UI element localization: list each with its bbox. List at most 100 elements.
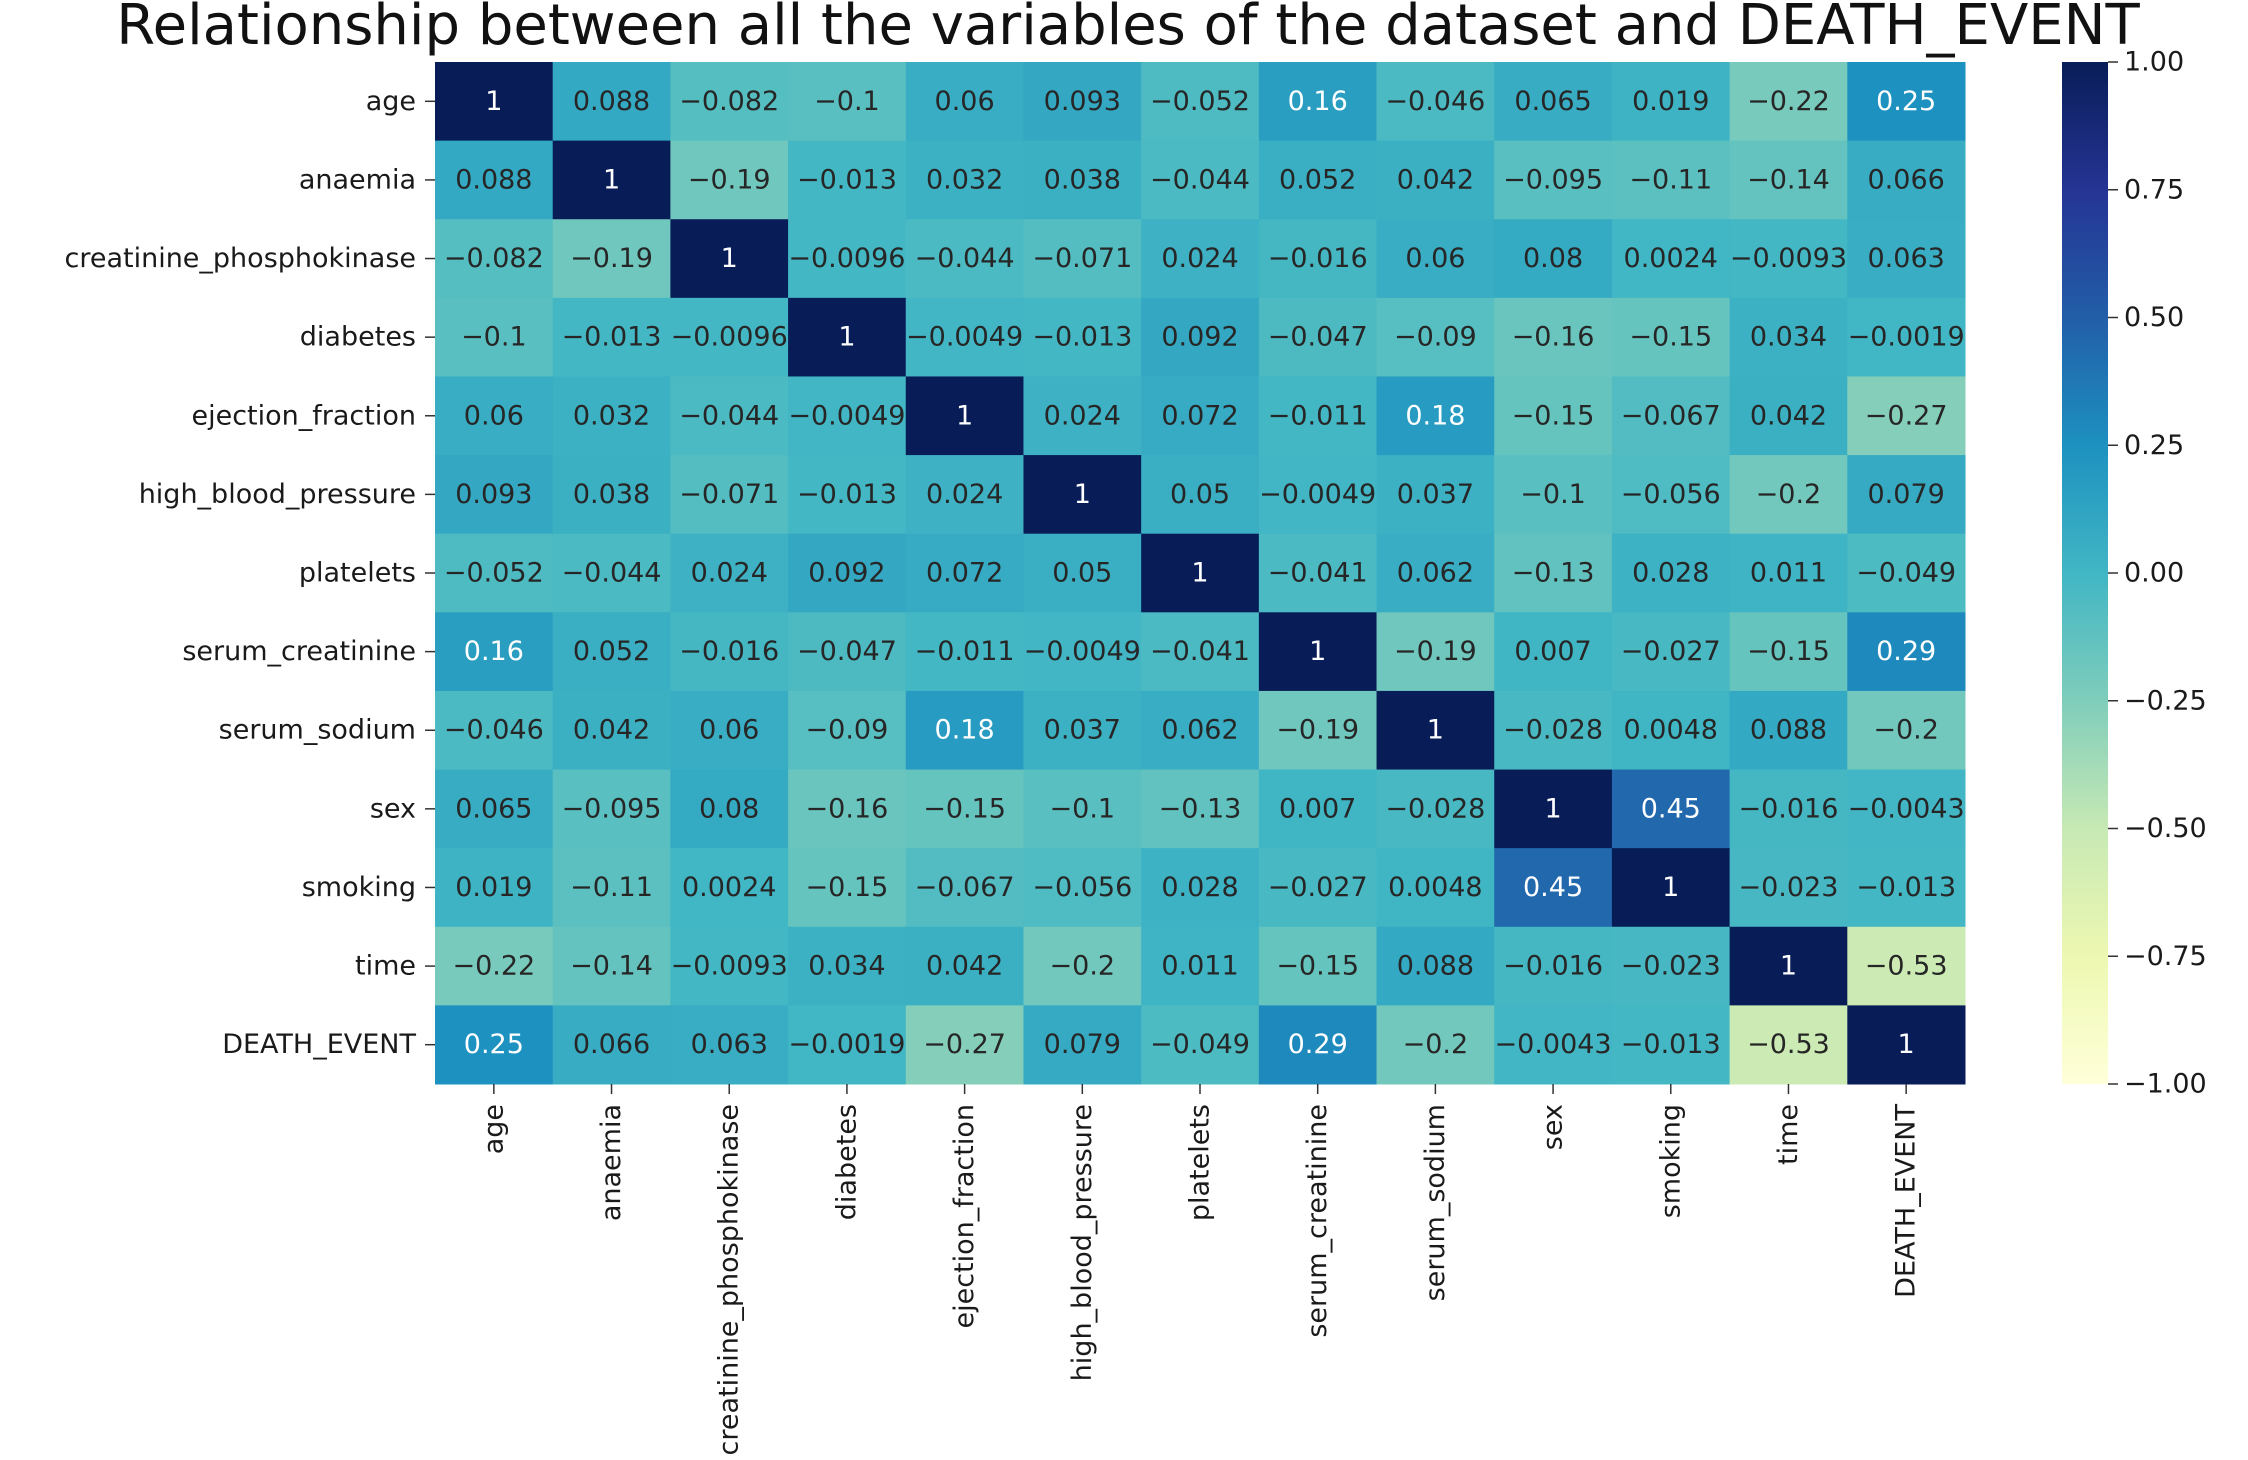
colorbar-tick-label: 0.00 <box>2124 558 2184 589</box>
heatmap-cell <box>552 769 671 849</box>
cell-value-label: 0.062 <box>1397 558 1474 589</box>
cell-value-label: 0.092 <box>808 558 885 589</box>
cell-value-label: 0.05 <box>1170 479 1230 510</box>
heatmap-cell <box>1023 455 1142 535</box>
cell-value-label: −0.19 <box>688 164 771 195</box>
row-tick-label: serum_creatinine <box>182 636 416 667</box>
cell-value-label: −0.013 <box>1621 1029 1721 1060</box>
cell-value-label: −0.016 <box>1268 243 1368 274</box>
heatmap-cell <box>1611 140 1731 220</box>
cell-value-label: −0.044 <box>1150 164 1250 195</box>
cell-value-label: 0.037 <box>1397 479 1474 510</box>
cell-value-label: −0.15 <box>1512 400 1595 431</box>
heatmap-cell <box>788 219 907 299</box>
cell-value-label: 0.0048 <box>1624 715 1718 746</box>
heatmap-cell <box>1376 769 1495 849</box>
heatmap-cell <box>1376 612 1495 692</box>
heatmap-cell <box>905 848 1024 928</box>
heatmap-cell <box>552 62 671 142</box>
cell-value-label: 0.011 <box>1161 951 1238 982</box>
heatmap-cell <box>1847 62 1966 142</box>
cell-value-label: 1 <box>1780 951 1797 982</box>
heatmap-cell <box>1258 297 1378 377</box>
heatmap-cell <box>1023 140 1142 220</box>
cell-value-label: −0.023 <box>1739 872 1839 903</box>
heatmap-cell <box>1611 690 1731 771</box>
column-tick-label: serum_sodium <box>1420 1104 1451 1301</box>
cell-value-label: −0.056 <box>1032 872 1132 903</box>
column-tick-label: age <box>478 1104 509 1154</box>
cell-value-label: 0.019 <box>1632 86 1709 117</box>
column-tick-label: smoking <box>1655 1104 1686 1218</box>
cell-value-label: −0.0093 <box>671 951 788 982</box>
cell-value-label: −0.16 <box>1512 322 1595 353</box>
heatmap-cell <box>552 533 671 613</box>
heatmap-cell <box>1023 297 1142 377</box>
cell-value-label: −0.013 <box>1856 872 1956 903</box>
heatmap-cell <box>1376 455 1495 535</box>
cell-value-label: −0.013 <box>797 164 897 195</box>
heatmap-cell <box>1023 612 1142 692</box>
heatmap-cell <box>670 297 789 377</box>
cell-value-label: −0.027 <box>1621 636 1721 667</box>
cell-value-label: −0.1 <box>1050 793 1116 824</box>
cell-value-label: −0.0049 <box>1024 636 1141 667</box>
heatmap-cell <box>670 455 789 535</box>
heatmap-cell <box>1494 533 1613 613</box>
row-tick-label: creatinine_phosphokinase <box>64 243 416 274</box>
heatmap-cell <box>1611 769 1731 849</box>
row-tick-label: anaemia <box>299 164 416 195</box>
cell-value-label: 0.45 <box>1523 872 1583 903</box>
heatmap-cell <box>788 769 907 849</box>
cell-value-label: 0.093 <box>455 479 532 510</box>
heatmap-cell <box>1141 1005 1260 1085</box>
cell-value-label: −0.19 <box>1394 636 1477 667</box>
heatmap-cell <box>1376 848 1495 928</box>
cell-value-label: 0.024 <box>926 479 1003 510</box>
heatmap-cell <box>1141 455 1260 535</box>
cell-value-label: 1 <box>1544 793 1561 824</box>
column-tick-label: diabetes <box>831 1104 862 1220</box>
cell-value-label: −0.2 <box>1756 479 1822 510</box>
heatmap-cell <box>1258 62 1378 142</box>
heatmap-cell <box>1729 297 1848 377</box>
cell-value-label: −0.0096 <box>788 243 905 274</box>
heatmap-cell <box>1494 926 1613 1006</box>
heatmap-cell <box>552 1005 671 1085</box>
heatmap-cell <box>1376 690 1495 771</box>
heatmap-cell <box>788 926 907 1006</box>
heatmap-cell <box>435 690 554 771</box>
colorbar-tick-label: −0.75 <box>2124 941 2207 972</box>
heatmap-cell <box>1847 612 1966 692</box>
cell-value-label: 0.0024 <box>1624 243 1718 274</box>
heatmap-cell <box>1729 848 1848 928</box>
heatmap-cell <box>1141 62 1260 142</box>
heatmap-cell <box>1611 533 1731 613</box>
heatmap-cell <box>1847 769 1966 849</box>
cell-value-label: 0.024 <box>1161 243 1238 274</box>
heatmap-cell <box>1494 62 1613 142</box>
heatmap-cell <box>1494 297 1613 377</box>
column-tick-label: serum_creatinine <box>1302 1104 1333 1338</box>
heatmap-cell <box>1376 297 1495 377</box>
heatmap-cell <box>1729 62 1848 142</box>
column-tick-label: sex <box>1538 1104 1569 1150</box>
heatmap-cell <box>1141 926 1260 1006</box>
heatmap-cell <box>1258 219 1378 299</box>
heatmap-cell <box>788 297 907 377</box>
cell-value-label: −0.044 <box>679 400 779 431</box>
cell-value-label: −0.082 <box>679 86 779 117</box>
cell-value-label: 1 <box>485 86 502 117</box>
heatmap-cell <box>670 1005 789 1085</box>
heatmap-cell <box>1023 219 1142 299</box>
cell-value-label: −0.011 <box>1268 400 1368 431</box>
cell-value-label: 0.007 <box>1514 636 1591 667</box>
heatmap-cell <box>1494 612 1613 692</box>
cell-value-label: 0.25 <box>1876 86 1936 117</box>
cell-value-label: 0.065 <box>1514 86 1591 117</box>
heatmap-cell <box>1258 926 1378 1006</box>
cell-value-label: −0.2 <box>1050 951 1116 982</box>
cell-value-label: −0.0093 <box>1730 243 1847 274</box>
cell-value-label: −0.2 <box>1873 715 1939 746</box>
row-tick-label: platelets <box>299 558 416 589</box>
